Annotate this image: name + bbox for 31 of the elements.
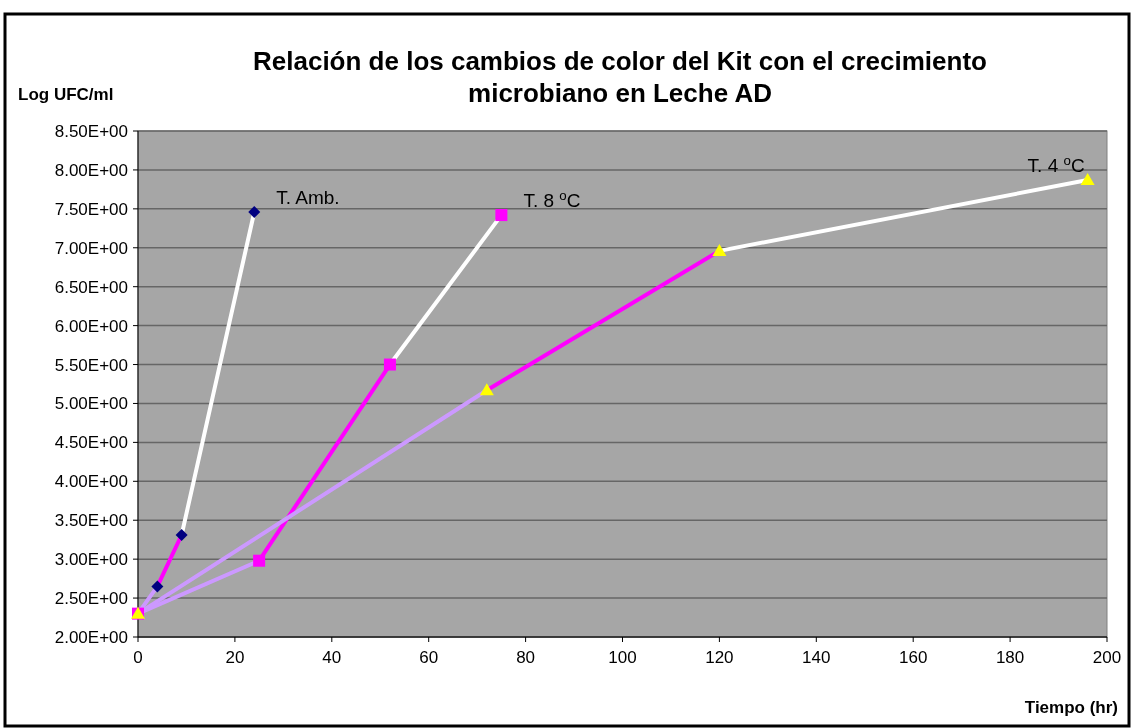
y-tick-label: 5.00E+00 xyxy=(54,394,128,414)
y-tick-label: 4.00E+00 xyxy=(54,472,128,492)
x-tick-label: 40 xyxy=(322,648,342,667)
y-tick-label: 8.50E+00 xyxy=(54,122,128,141)
x-tick-label: 120 xyxy=(705,648,734,667)
y-tick-label: 6.50E+00 xyxy=(54,277,128,297)
y-tick-label: 6.00E+00 xyxy=(54,316,128,336)
y-tick-label: 3.50E+00 xyxy=(54,511,128,531)
x-tick-label: 140 xyxy=(802,648,831,667)
y-tick-label: 3.00E+00 xyxy=(54,550,128,570)
y-tick-label: 2.00E+00 xyxy=(54,628,128,647)
x-tick-label: 160 xyxy=(899,648,928,667)
series-label: T. 4 $^{o}$C xyxy=(1027,152,1085,177)
x-tick-label: 200 xyxy=(1092,648,1122,667)
y-axis-title: Log UFC/ml xyxy=(18,85,114,104)
y-tick-label: 8.00E+00 xyxy=(54,160,128,180)
series-label: T. Amb. xyxy=(276,186,340,208)
x-tick-label: 180 xyxy=(995,648,1025,667)
x-tick-label: 100 xyxy=(608,648,637,667)
y-tick-label: 7.50E+00 xyxy=(54,199,128,219)
y-tick-label: 2.50E+00 xyxy=(54,589,128,609)
chart-title: Relación de los cambios de color del Kit con el crecimiento microbiano en Leche AD xyxy=(253,46,987,108)
y-tick-label: 5.50E+00 xyxy=(54,355,128,375)
series-label: T. 8 $^{o}$C xyxy=(523,187,581,212)
x-tick-label: 0 xyxy=(133,648,143,667)
x-tick-label: 60 xyxy=(419,648,439,667)
x-axis-title: Tiempo (hr) xyxy=(1024,698,1118,717)
x-tick-label: 20 xyxy=(225,648,245,667)
y-tick-label: 7.00E+00 xyxy=(54,238,128,258)
y-tick-label: 4.50E+00 xyxy=(54,433,128,453)
x-tick-label: 80 xyxy=(516,648,536,667)
